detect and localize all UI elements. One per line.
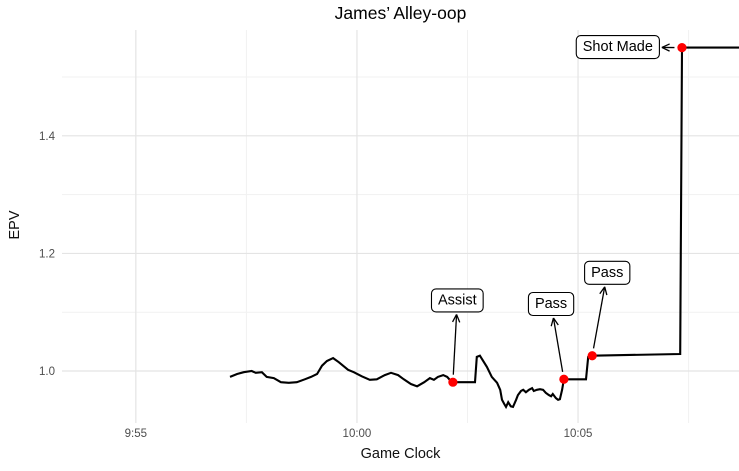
event-point bbox=[677, 43, 687, 53]
x-tick-label: 10:05 bbox=[564, 428, 593, 440]
event-label-text: Pass bbox=[535, 296, 567, 312]
event-arrow-line bbox=[552, 317, 564, 372]
axis-tick-labels: 9:55 10:00 10:05 1.0 1.2 1.4 bbox=[39, 131, 592, 440]
event-points bbox=[448, 43, 687, 387]
event-arrow-line bbox=[452, 314, 458, 375]
event-point bbox=[587, 351, 597, 361]
event-arrow-head bbox=[604, 286, 608, 296]
event-label-box bbox=[527, 291, 575, 317]
event-label-text: Pass bbox=[591, 265, 623, 281]
event-arrow-head bbox=[599, 286, 606, 295]
event-arrow-head bbox=[550, 317, 555, 327]
grid-major bbox=[62, 30, 739, 423]
x-tick-label: 10:00 bbox=[343, 428, 372, 440]
event-label-box bbox=[575, 35, 660, 60]
y-tick-label: 1.0 bbox=[39, 366, 55, 378]
event-arrow-head bbox=[661, 43, 670, 49]
grid-minor bbox=[62, 30, 739, 423]
event-arrow-line bbox=[592, 286, 606, 349]
event-arrows bbox=[451, 43, 675, 375]
event-arrow-head bbox=[451, 314, 458, 323]
chart-title: James’ Alley-oop bbox=[334, 3, 467, 23]
event-arrow-head bbox=[552, 317, 559, 326]
event-label-text: Assist bbox=[438, 292, 477, 308]
x-tick-label: 9:55 bbox=[125, 428, 147, 440]
event-point bbox=[448, 377, 458, 387]
event-label-text: Shot Made bbox=[583, 39, 653, 55]
event-labels: Assist Pass Pass Shot Made bbox=[430, 35, 660, 317]
x-axis-title: Game Clock bbox=[360, 446, 441, 462]
epv-line bbox=[229, 46, 739, 410]
event-arrow-head bbox=[661, 46, 670, 52]
event-point bbox=[559, 374, 569, 384]
event-label-box bbox=[584, 260, 631, 285]
event-arrow-head bbox=[455, 314, 461, 323]
y-axis-title: EPV bbox=[7, 210, 23, 240]
event-label-box bbox=[430, 288, 484, 313]
y-tick-label: 1.4 bbox=[39, 131, 56, 143]
y-tick-label: 1.2 bbox=[39, 248, 55, 260]
